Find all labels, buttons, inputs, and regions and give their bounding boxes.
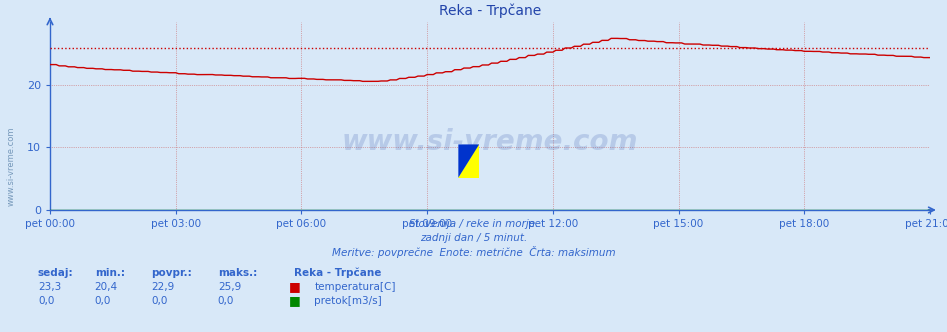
Text: 22,9: 22,9 [152, 282, 175, 292]
Polygon shape [458, 144, 479, 178]
Text: 0,0: 0,0 [95, 296, 111, 306]
Text: pretok[m3/s]: pretok[m3/s] [314, 296, 383, 306]
Text: Meritve: povprečne  Enote: metrične  Črta: maksimum: Meritve: povprečne Enote: metrične Črta:… [331, 246, 616, 258]
Text: 23,3: 23,3 [38, 282, 62, 292]
Text: temperatura[C]: temperatura[C] [314, 282, 396, 292]
Text: 20,4: 20,4 [95, 282, 117, 292]
Text: 0,0: 0,0 [38, 296, 54, 306]
Text: zadnji dan / 5 minut.: zadnji dan / 5 minut. [420, 233, 527, 243]
Text: 0,0: 0,0 [152, 296, 168, 306]
Text: maks.:: maks.: [218, 268, 257, 278]
Text: www.si-vreme.com: www.si-vreme.com [342, 128, 638, 156]
Text: povpr.:: povpr.: [152, 268, 192, 278]
Text: ■: ■ [289, 280, 300, 293]
Title: Reka - Trpčane: Reka - Trpčane [438, 4, 541, 18]
Text: 25,9: 25,9 [218, 282, 241, 292]
Text: min.:: min.: [95, 268, 125, 278]
Text: www.si-vreme.com: www.si-vreme.com [7, 126, 16, 206]
Text: 0,0: 0,0 [218, 296, 234, 306]
Text: Slovenija / reke in morje.: Slovenija / reke in morje. [409, 219, 538, 229]
Text: ■: ■ [289, 294, 300, 307]
Text: sedaj:: sedaj: [38, 268, 74, 278]
Text: Reka - Trpčane: Reka - Trpčane [294, 268, 381, 278]
Polygon shape [458, 144, 479, 178]
